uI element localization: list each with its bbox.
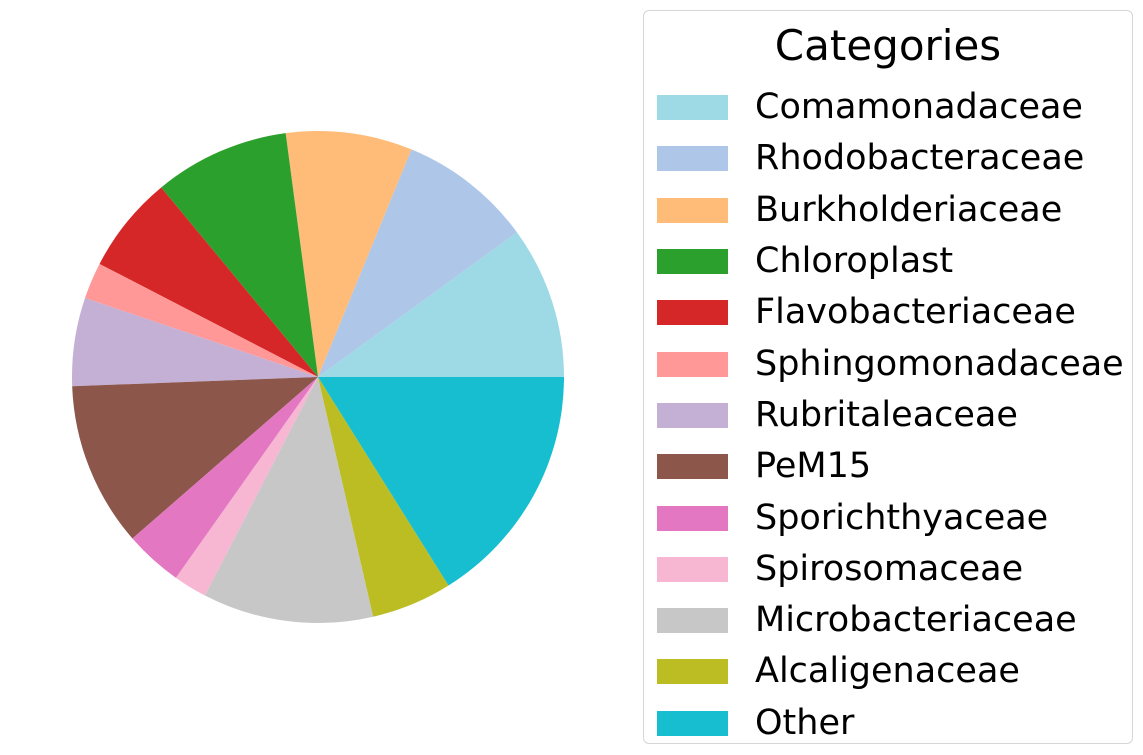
legend-label: Spirosomaceae [755,548,1024,589]
legend-item: PeM15 [657,441,1124,492]
legend-swatch [657,351,728,377]
legend-swatch [657,505,728,531]
pie-slice-other [318,377,564,586]
legend-item: Alcaligenaceae [657,646,1124,697]
pie-slice-flavobacteriaceae [99,187,319,377]
legend-item: Flavobacteriaceae [657,287,1124,338]
pie-slice-chloroplast [161,133,318,377]
legend-item: Spirosomaceae [657,544,1124,595]
legend-item: Rhodobacteraceae [657,133,1124,184]
legend-label: Rhodobacteraceae [755,138,1085,179]
legend-label: Flavobacteriaceae [755,292,1076,333]
pie-slice-spirosomaceae [175,377,318,596]
legend-label: Burkholderiaceae [755,189,1063,230]
legend-swatch [657,402,728,428]
legend-swatch [657,197,728,223]
pie-slice-pem15 [72,377,318,539]
pie-slice-burkholderiaceae [285,131,412,377]
legend-swatch [657,249,728,275]
legend-swatch [657,454,728,480]
pie-slice-sporichthyaceae [132,377,318,578]
pie-slice-microbacteriaceae [204,377,374,623]
legend-label: Sphingomonadaceae [755,343,1124,384]
legend-label: Comamonadaceae [755,87,1083,128]
legend-item: Sporichthyaceae [657,492,1124,543]
legend-swatch [657,146,728,172]
legend-label: Rubritaleaceae [755,394,1018,435]
legend-item: Microbacteriaceae [657,595,1124,646]
legend-item: Comamonadaceae [657,82,1124,133]
legend-item: Chloroplast [657,236,1124,287]
legend-label: Microbacteriaceae [755,600,1077,641]
legend-label: Chloroplast [755,241,954,282]
legend-label: PeM15 [755,446,872,487]
pie-slice-rubritaleaceae [71,298,318,387]
pie-chart [71,131,564,623]
legend-swatch [657,556,728,582]
legend-title: Categories [774,21,1002,70]
legend-swatch [657,608,728,634]
legend: Categories Comamonadaceae Rhodobacteracea… [643,10,1133,744]
pie-slice-rhodobacteraceae [318,149,518,377]
legend-item: Rubritaleaceae [657,390,1124,441]
legend-swatch [657,300,728,326]
pie-slice-sphingomonadaceae [85,263,318,377]
legend-items: Comamonadaceae Rhodobacteraceae Burkholder… [657,82,1124,749]
pie-slice-alcaligenaceae [318,377,449,617]
pie-slice-comamonadaceae [318,232,564,377]
legend-label: Other [755,702,855,743]
legend-swatch [657,659,728,685]
legend-label: Sporichthyaceae [755,497,1049,538]
legend-swatch [657,710,728,736]
legend-label: Alcaligenaceae [755,651,1020,692]
legend-item: Other [657,698,1124,749]
legend-swatch [657,95,728,121]
legend-item: Sphingomonadaceae [657,338,1124,389]
legend-item: Burkholderiaceae [657,185,1124,236]
